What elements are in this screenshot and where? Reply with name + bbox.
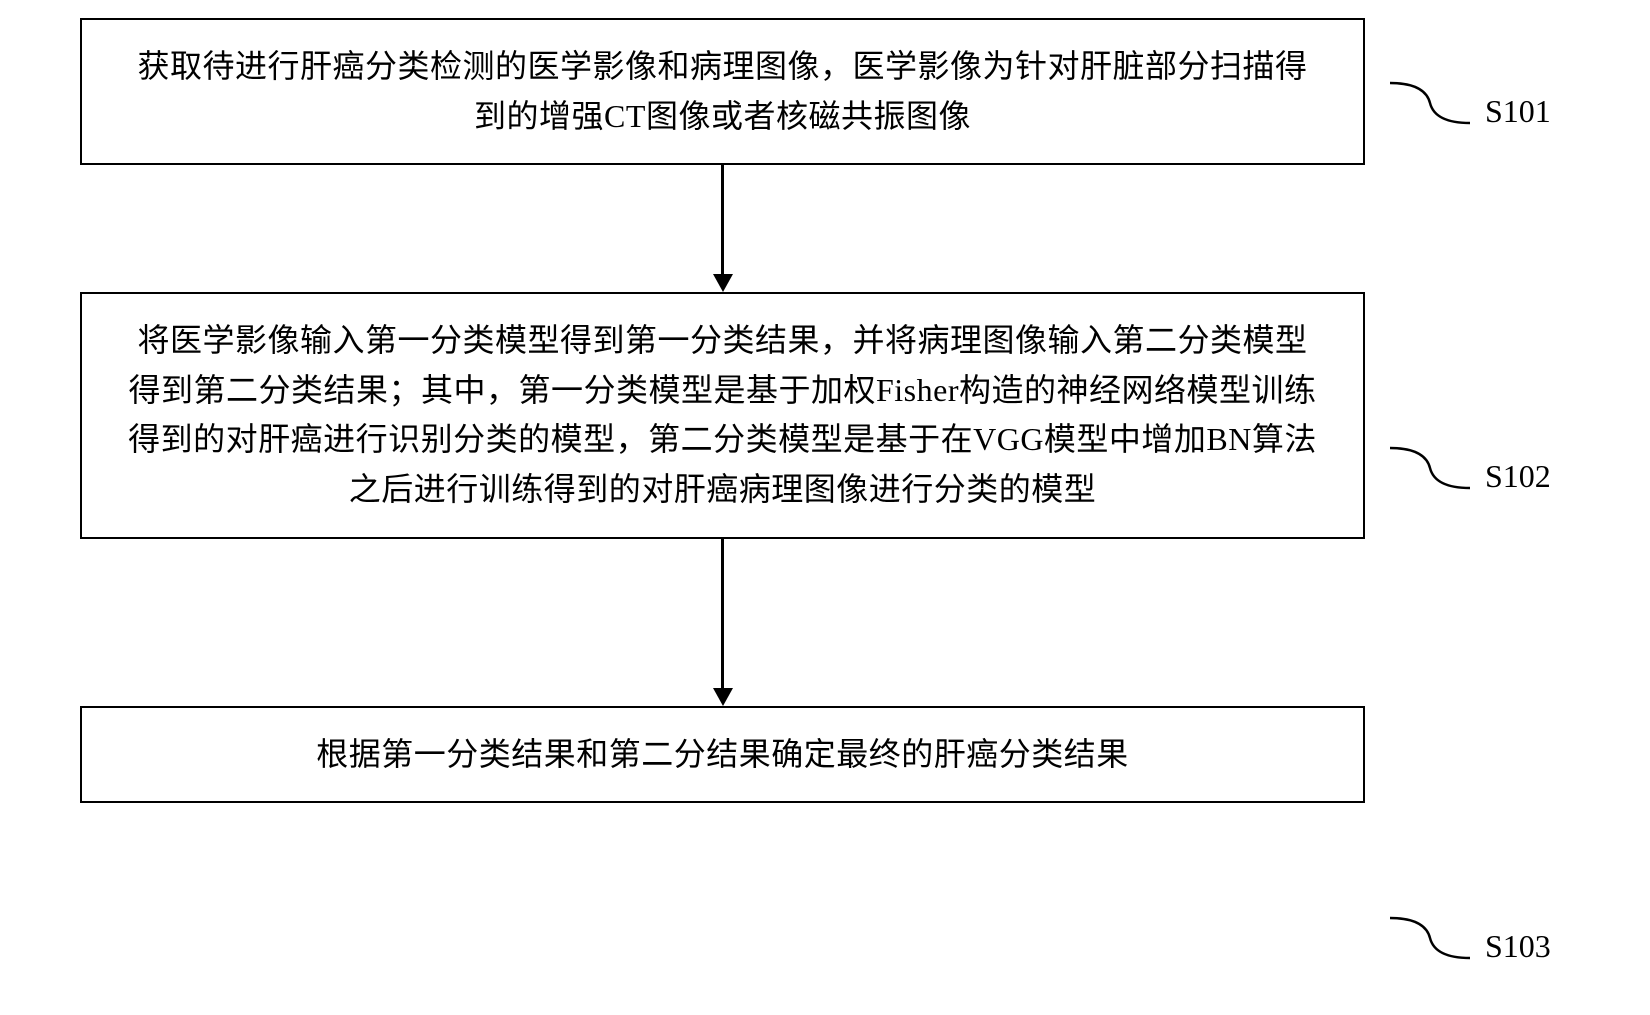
arrow-head-icon [713,274,733,292]
step-text: 获取待进行肝癌分类检测的医学影像和病理图像，医学影像为针对肝脏部分扫描得到的增强… [122,42,1323,141]
step-text: 将医学影像输入第一分类模型得到第一分类结果，并将病理图像输入第二分类模型得到第二… [122,316,1323,514]
arrow-line [721,165,724,275]
curve-connector-icon [1385,443,1475,493]
step-label-s103: S103 [1485,928,1551,965]
flowchart-step-s102: 将医学影像输入第一分类模型得到第一分类结果，并将病理图像输入第二分类模型得到第二… [80,292,1365,538]
step-label-s101: S101 [1485,93,1551,130]
step-label-s102: S102 [1485,458,1551,495]
curve-connector-icon [1385,913,1475,963]
connector-s101-s102 [80,165,1365,292]
arrow-line [721,539,724,689]
step-text: 根据第一分类结果和第二分结果确定最终的肝癌分类结果 [122,730,1323,780]
arrow-head-icon [713,688,733,706]
flowchart-container: 获取待进行肝癌分类检测的医学影像和病理图像，医学影像为针对肝脏部分扫描得到的增强… [80,18,1570,803]
connector-s102-s103 [80,539,1365,706]
curve-connector-icon [1385,78,1475,128]
flowchart-step-s101: 获取待进行肝癌分类检测的医学影像和病理图像，医学影像为针对肝脏部分扫描得到的增强… [80,18,1365,165]
flowchart-step-s103: 根据第一分类结果和第二分结果确定最终的肝癌分类结果 [80,706,1365,804]
